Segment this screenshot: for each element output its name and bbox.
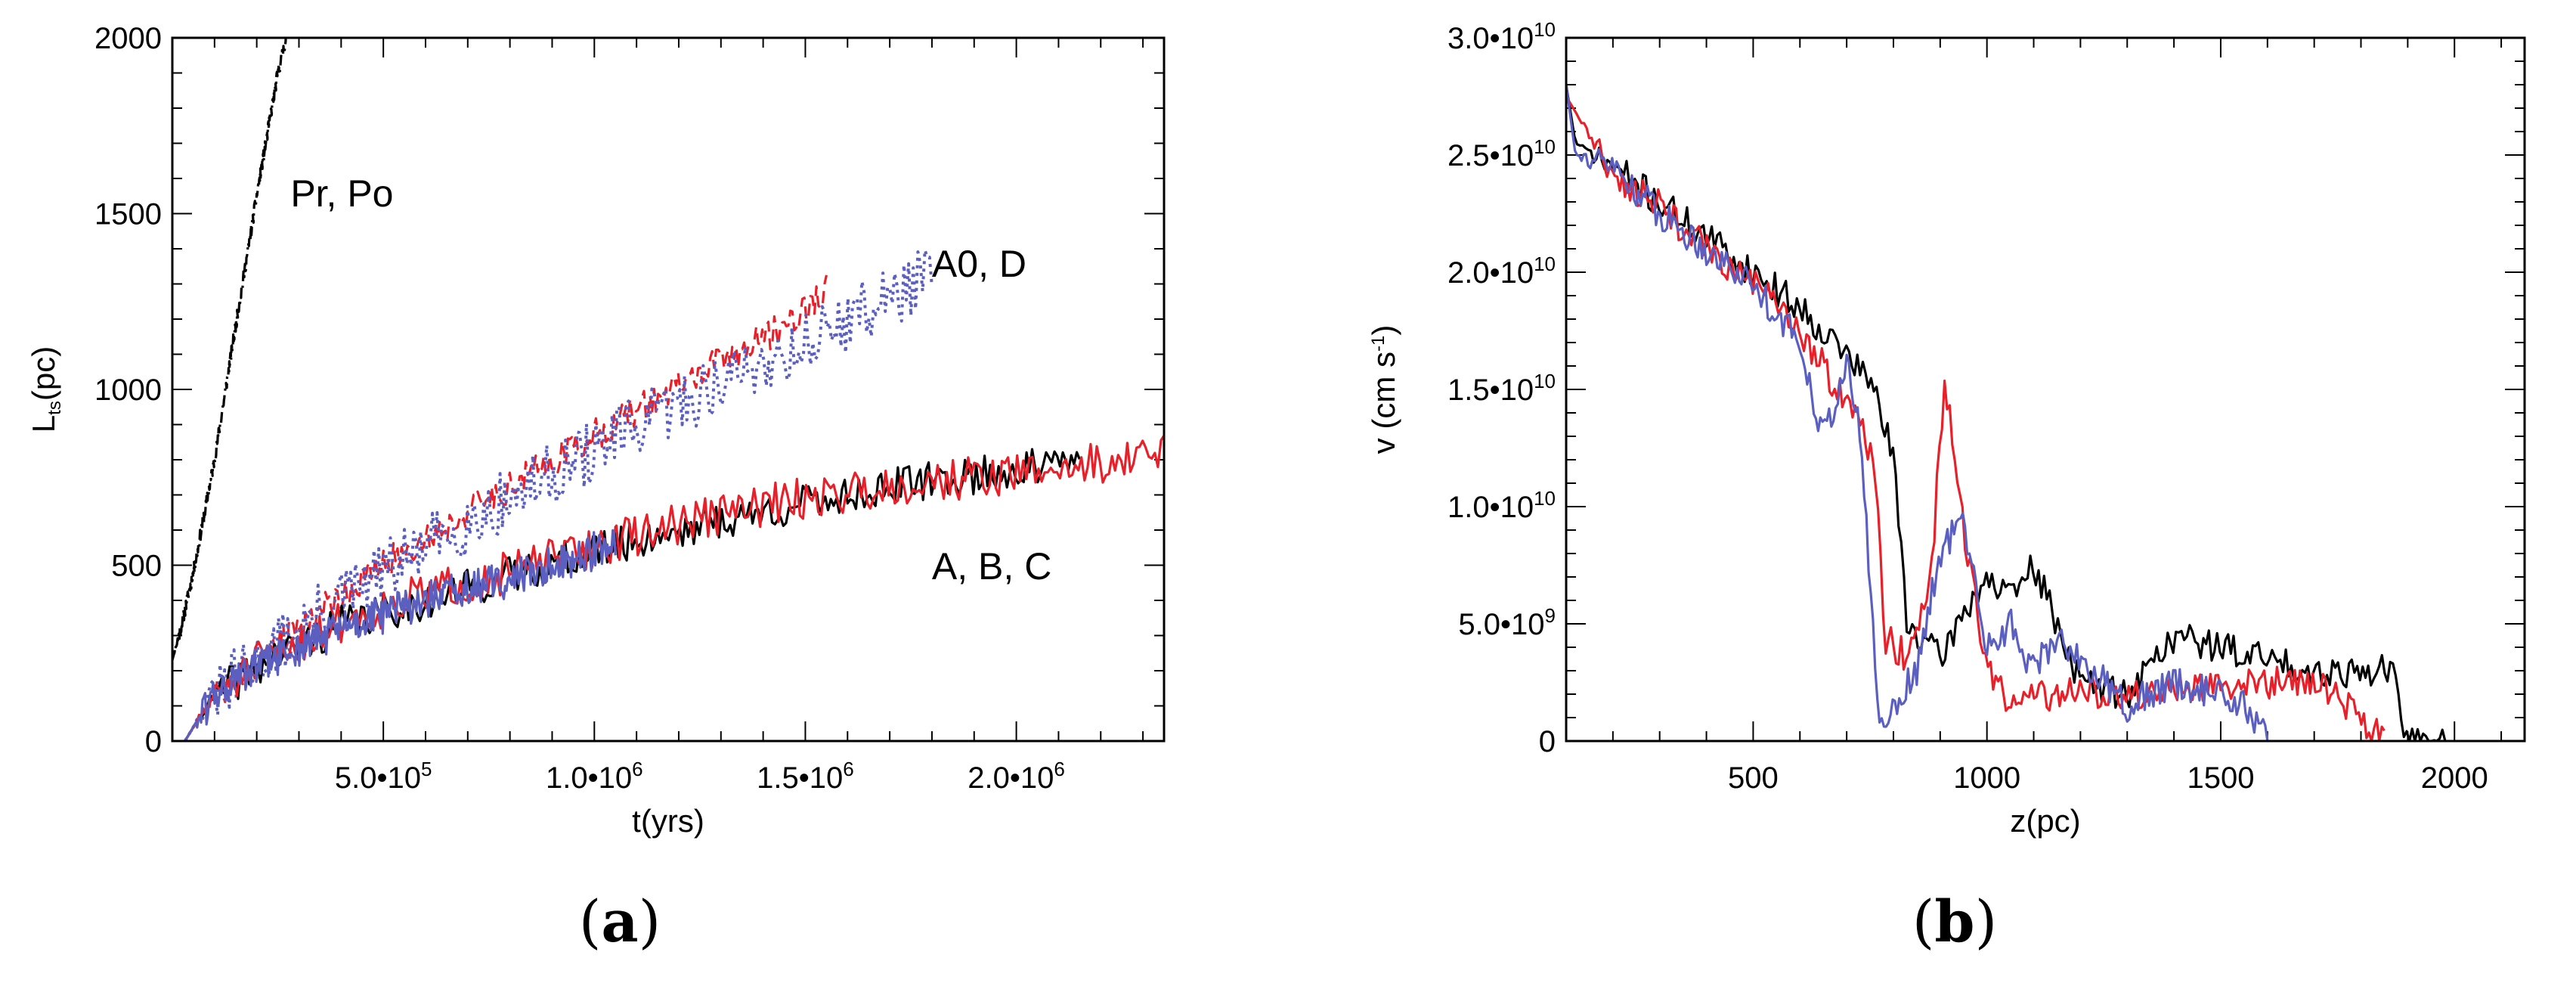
y-tick-label: 0 xyxy=(1539,725,1556,758)
panel-b-x-axis-label: z(pc) xyxy=(2010,803,2080,839)
panel-a-y-axis-label: Lts(pc) xyxy=(26,346,65,433)
panel-a-y-axis-label-rest: (pc) xyxy=(26,346,61,401)
x-tick-label-exponent: 5 xyxy=(421,758,432,780)
x-tick-label: 5.0•105 xyxy=(335,758,432,795)
x-tick-label: 1.5•106 xyxy=(757,758,854,795)
panel-a-y-axis-label-sub: ts xyxy=(45,401,65,415)
panel-a-y-axis-label-main: L xyxy=(26,415,61,433)
y-tick-label-exponent: 10 xyxy=(1534,253,1556,275)
series-line-pr-po xyxy=(172,38,287,661)
x-tick-label-exponent: 6 xyxy=(1054,758,1064,780)
series-line-a0-red-dashed- xyxy=(184,274,828,741)
y-tick-label-mantissa: 5.0•10 xyxy=(1458,608,1544,641)
panel-a: 5.0•105 1.0•106 1.5•106 2.0•106 0 500 1000 1500… xyxy=(26,22,1166,955)
y-tick-label-exponent: 10 xyxy=(1534,370,1556,392)
x-tick-label: 1000 xyxy=(1953,761,2020,795)
panel-a-caption-letter: a xyxy=(601,888,638,955)
panel-b-y-axis-label-sup: -1 xyxy=(1368,336,1389,352)
y-tick-label-exponent: 9 xyxy=(1545,604,1556,627)
annotation-label: Pr, Po xyxy=(290,172,393,215)
annotation-label: A0, D xyxy=(932,243,1026,285)
panel-a-caption-label: (a) xyxy=(579,888,661,955)
panel-a-ticks xyxy=(172,37,1164,742)
panel-b-caption-label: (b) xyxy=(1912,888,1997,955)
y-tick-label: 2.0•1010 xyxy=(1447,253,1556,290)
y-tick-label: 5.0•109 xyxy=(1458,604,1556,641)
y-tick-label: 1500 xyxy=(94,198,162,231)
x-tick-label-exponent: 6 xyxy=(843,758,853,780)
y-tick-label-exponent: 10 xyxy=(1534,18,1556,41)
y-tick-label-mantissa: 2.5•10 xyxy=(1447,139,1534,172)
y-tick-label: 0 xyxy=(145,725,162,758)
panel-a-tick-labels: 5.0•105 1.0•106 1.5•106 2.0•106 0 500 1000 1500… xyxy=(94,22,1065,795)
y-tick-label: 2000 xyxy=(94,22,162,55)
y-tick-label: 3.0•1010 xyxy=(1447,18,1556,55)
x-tick-label: 2000 xyxy=(2421,761,2488,795)
panel-a-annotations: Pr, Po A0, D A, B, C xyxy=(290,172,1051,588)
panel-b-ticks xyxy=(1565,37,2525,742)
x-tick-label: 2.0•106 xyxy=(968,758,1065,795)
panel-a-series xyxy=(172,38,1164,741)
y-tick-label-mantissa: 2.0•10 xyxy=(1447,256,1534,290)
series-line-blue xyxy=(1566,84,2269,741)
panel-b-series xyxy=(1566,84,2447,741)
x-tick-label: 1.0•106 xyxy=(546,758,643,795)
panel-a-frame xyxy=(171,36,1166,743)
y-tick-label: 1.5•1010 xyxy=(1447,370,1556,407)
x-tick-label: 1500 xyxy=(2187,761,2254,795)
y-tick-label: 1000 xyxy=(94,374,162,407)
y-tick-label-exponent: 10 xyxy=(1534,487,1556,510)
annotation-label: A, B, C xyxy=(932,545,1051,588)
panel-a-x-axis-label: t(yrs) xyxy=(632,803,704,839)
x-tick-label-exponent: 6 xyxy=(632,758,642,780)
y-tick-label-mantissa: 1.5•10 xyxy=(1447,374,1534,407)
y-tick-label-mantissa: 1.0•10 xyxy=(1447,491,1534,524)
panel-b-caption-letter: b xyxy=(1934,888,1974,955)
y-tick-label: 1.0•1010 xyxy=(1447,487,1556,524)
series-line-c-blue- xyxy=(184,529,617,741)
panel-b-y-axis-label: v (cm s-1) xyxy=(1366,325,1401,454)
panel-b-tick-labels: 500 1000 1500 200005.0•1091.0•10101.5•10102… xyxy=(1447,18,2488,795)
y-tick-label-mantissa: 3.0•10 xyxy=(1447,22,1534,55)
panel-b-y-axis-label-rest: ) xyxy=(1366,325,1401,336)
series-line-d-blue-dotted- xyxy=(183,248,933,741)
y-tick-label-exponent: 10 xyxy=(1534,135,1556,158)
panel-b: 500 1000 1500 200005.0•1091.0•10101.5•10102… xyxy=(1366,18,2526,955)
y-tick-label: 2.5•1010 xyxy=(1447,135,1556,172)
panel-b-frame xyxy=(1565,36,2526,743)
panel-b-y-axis-label-main: v (cm s xyxy=(1366,352,1401,454)
y-tick-label: 500 xyxy=(111,550,162,583)
x-tick-label: 500 xyxy=(1728,761,1779,795)
series-line-red xyxy=(1566,95,2386,741)
